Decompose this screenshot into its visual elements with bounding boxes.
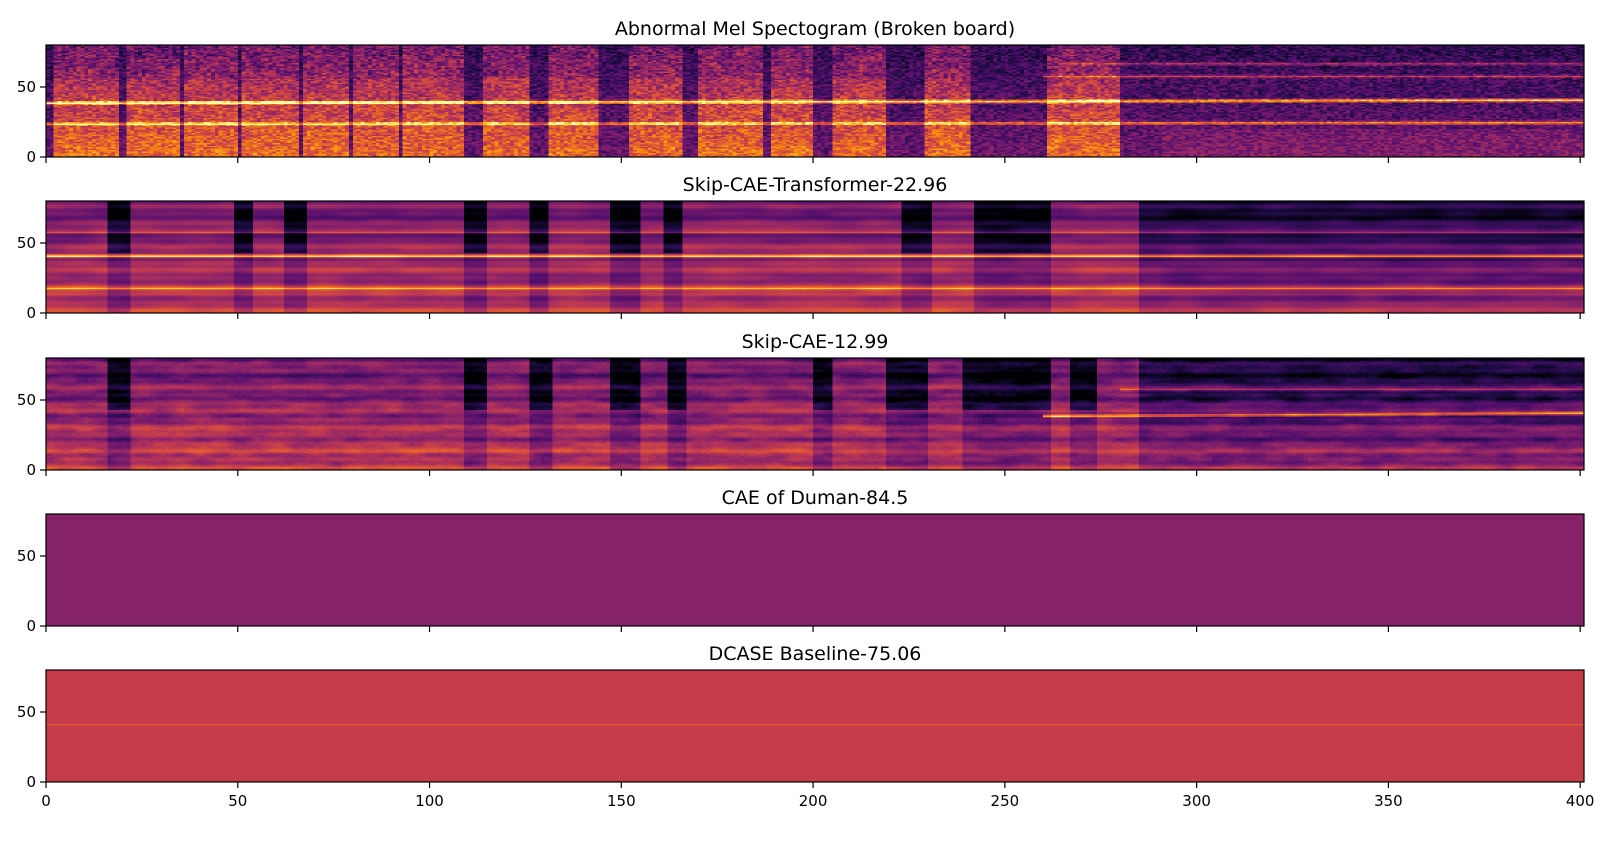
y-tick-label: 50: [17, 547, 36, 565]
x-tick-label: 100: [415, 792, 444, 810]
y-tick-label: 50: [17, 703, 36, 721]
x-tick-label: 0: [41, 792, 51, 810]
panel-1: Abnormal Mel Spectogram (Broken board) 0 5…: [17, 18, 1585, 166]
x-tick-label: 150: [607, 792, 636, 810]
y-tick-label: 0: [26, 304, 36, 322]
x-tick-label: 50: [228, 792, 247, 810]
y-tick-label: 50: [17, 78, 36, 96]
panel-title: DCASE Baseline-75.06: [709, 643, 922, 665]
axes-frame: [45, 513, 1585, 627]
panel-title: CAE of Duman-84.5: [722, 487, 909, 509]
y-tick-label: 0: [26, 617, 36, 635]
panel-title: Abnormal Mel Spectogram (Broken board): [615, 18, 1015, 40]
x-tick-label: 250: [991, 792, 1020, 810]
panel-3: Skip-CAE-12.99 0 50: [17, 331, 1585, 479]
spectrogram-image: [46, 201, 1584, 313]
panel-4: CAE of Duman-84.5 0 50: [17, 487, 1585, 635]
y-tick-label: 0: [26, 148, 36, 166]
panel-2: Skip-CAE-Transformer-22.96 0 50: [17, 174, 1585, 322]
panel-5: DCASE Baseline-75.06 0 50 0 50 100 150 200 250 30…: [17, 643, 1595, 810]
x-tick-label: 300: [1182, 792, 1211, 810]
axes-frame: [45, 44, 1585, 158]
x-tick-label: 200: [799, 792, 828, 810]
y-tick-label: 0: [26, 773, 36, 791]
axes-frame: [45, 669, 1585, 783]
spectrogram-image: [46, 45, 1584, 157]
y-tick-label: 0: [26, 461, 36, 479]
x-tick-label: 400: [1566, 792, 1595, 810]
y-tick-label: 50: [17, 391, 36, 409]
heatmap-fill: [46, 670, 1584, 782]
axes-frame: [45, 357, 1585, 471]
x-tick-label: 350: [1374, 792, 1403, 810]
axes-frame: [45, 200, 1585, 314]
panel-title: Skip-CAE-Transformer-22.96: [683, 174, 948, 196]
heatmap-fill: [46, 514, 1584, 626]
spectrogram-image: [46, 358, 1584, 470]
panel-title: Skip-CAE-12.99: [742, 331, 889, 353]
y-tick-label: 50: [17, 234, 36, 252]
